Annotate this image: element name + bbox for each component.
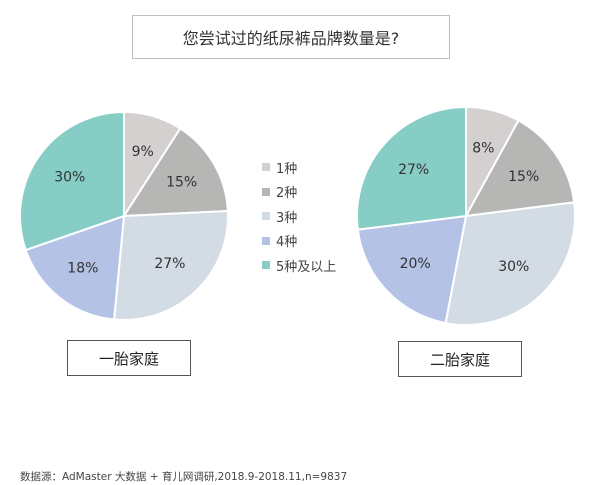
legend-item: 3种 xyxy=(262,204,336,229)
legend-label: 5种及以上 xyxy=(276,259,337,275)
legend-swatch xyxy=(262,163,270,172)
legend-label: 4种 xyxy=(276,235,298,251)
pie-chart-first-child-families: 9% 15% 27% 18% 30% xyxy=(19,110,229,321)
legend-swatch xyxy=(262,187,270,196)
legend-swatch xyxy=(262,261,270,270)
pie-slice-label: 30% xyxy=(54,169,85,185)
legend: 1种 2种 3种 4种 5种及以上 xyxy=(262,155,336,278)
pie-slice-5-plus xyxy=(356,105,467,231)
pie-slice-label: 8% xyxy=(472,140,494,156)
pie-slice-label: 15% xyxy=(508,169,539,185)
legend-item: 4种 xyxy=(262,229,336,254)
data-source-note: 数据源：AdMaster 大数据 + 育儿网调研,2018.9-2018.11,… xyxy=(20,471,348,483)
legend-swatch xyxy=(262,236,270,245)
legend-item: 1种 xyxy=(262,155,336,180)
pie-slice-2 xyxy=(464,119,576,218)
pie-slice-label: 30% xyxy=(498,259,529,275)
pie-caption-first-child: 一胎家庭 xyxy=(67,340,191,376)
pie-slice-5-plus xyxy=(19,110,125,252)
pie-slice-label: 9% xyxy=(132,144,154,160)
pie-slice-3 xyxy=(113,210,229,321)
legend-item: 5种及以上 xyxy=(262,253,336,278)
pie-chart-second-child-families: 8% 15% 30% 20% 27% xyxy=(356,105,576,326)
pie-slice-label: 27% xyxy=(398,162,429,178)
pie-slice-2 xyxy=(122,127,229,218)
pie-slice-label: 27% xyxy=(154,256,185,272)
legend-item: 2种 xyxy=(262,180,336,205)
legend-swatch xyxy=(262,212,270,221)
pie-slice-4 xyxy=(356,214,468,325)
pie-slice-3 xyxy=(444,201,576,326)
pie-slice-label: 15% xyxy=(166,175,197,191)
legend-label: 3种 xyxy=(276,210,298,226)
legend-label: 2种 xyxy=(276,186,298,202)
pie-slice-label: 18% xyxy=(67,260,98,276)
chart-title: 您尝试过的纸尿裤品牌数量是? xyxy=(132,15,450,59)
pie-slice-label: 20% xyxy=(400,256,431,272)
pie-caption-second-child: 二胎家庭 xyxy=(398,341,522,377)
legend-label: 1种 xyxy=(276,161,298,177)
